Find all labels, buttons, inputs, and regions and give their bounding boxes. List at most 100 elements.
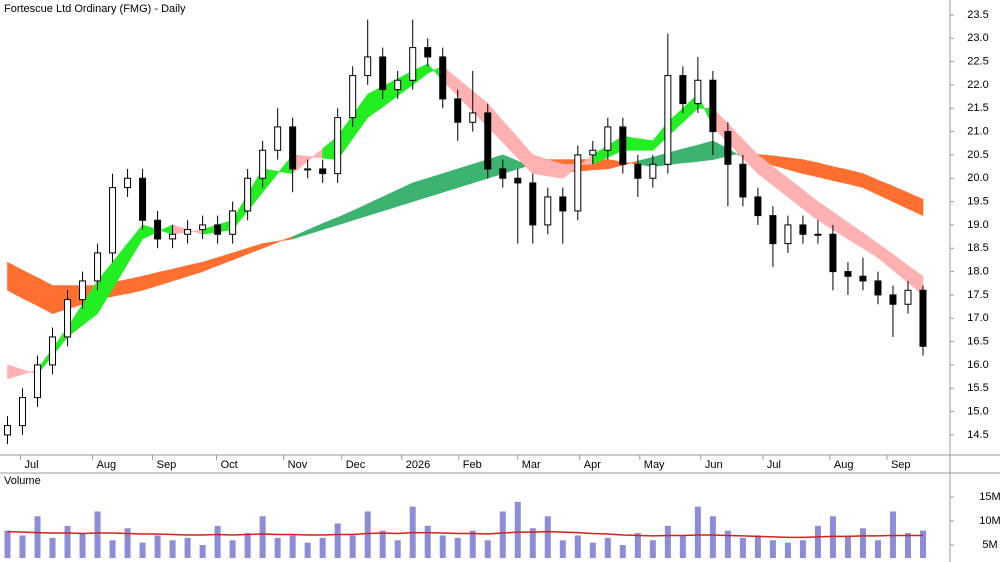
y-tick-label: 17.5: [967, 289, 988, 301]
y-tick-label: 15.0: [967, 406, 988, 418]
volume-bar: [679, 535, 686, 558]
ribbon-segment: [127, 275, 143, 294]
y-tick-label: 21.0: [967, 126, 988, 138]
volume-bar: [619, 545, 626, 558]
volume-bar: [304, 542, 311, 558]
volume-bar: [334, 523, 341, 558]
volume-bar: [769, 540, 776, 558]
volume-bar: [379, 530, 386, 558]
candle-body: [94, 252, 102, 282]
candle-body: [514, 177, 522, 184]
volume-bar: [214, 525, 221, 558]
volume-bar: [724, 530, 731, 558]
candle-body: [769, 215, 777, 245]
candle-body: [154, 219, 162, 240]
candle-body: [754, 196, 762, 217]
volume-bar: [604, 537, 611, 558]
volume-bar: [739, 537, 746, 558]
y-tick-label: 23.5: [967, 9, 988, 21]
x-tick-label: Apr: [584, 459, 601, 471]
y-tick-label: 22.5: [967, 56, 988, 68]
volume-bar: [349, 535, 356, 558]
chart-title: Fortescue Ltd Ordinary (FMG) - Daily: [4, 3, 186, 15]
volume-bar: [844, 535, 851, 558]
x-tick-label: Sep: [891, 459, 911, 471]
volume-bar: [709, 516, 716, 558]
candle-body: [469, 112, 477, 123]
volume-bar: [904, 533, 911, 558]
candle-body: [19, 397, 27, 427]
volume-tick-label: 15M: [979, 491, 1000, 503]
candle-body: [184, 229, 192, 235]
volume-bar: [754, 535, 761, 558]
volume-bar: [244, 533, 251, 558]
candle-body: [784, 224, 792, 245]
y-tick-label: 19.0: [967, 219, 988, 231]
volume-bar: [4, 530, 11, 558]
candle-body: [409, 47, 417, 81]
volume-bar: [124, 528, 131, 558]
x-tick-label: 2026: [406, 459, 430, 471]
volume-bar: [559, 540, 566, 558]
volume-bar: [634, 533, 641, 558]
volume-bar: [64, 525, 71, 558]
ribbon-segment: [907, 264, 924, 296]
volume-bar: [184, 537, 191, 558]
candle-body: [709, 79, 717, 133]
y-tick-label: 15.5: [967, 382, 988, 394]
x-tick-label: Nov: [288, 459, 308, 471]
candle-body: [484, 112, 492, 170]
candle-body: [724, 131, 732, 165]
candle-body: [829, 233, 837, 273]
candle-body: [634, 163, 642, 179]
candle-body: [499, 168, 507, 179]
volume-bar: [664, 525, 671, 558]
volume-bar: [94, 511, 101, 558]
y-tick-label: 18.5: [967, 242, 988, 254]
volume-bar: [814, 525, 821, 558]
volume-bar: [514, 501, 521, 558]
candle-body: [889, 294, 897, 305]
x-tick-label: Mar: [522, 459, 541, 471]
candle-body: [739, 163, 747, 198]
y-tick-label: 23.0: [967, 32, 988, 44]
volume-bar: [169, 540, 176, 558]
candle-body: [34, 364, 42, 399]
x-tick-label: Aug: [97, 459, 117, 471]
candle-body: [799, 224, 807, 235]
volume-pane: [4, 501, 926, 558]
y-tick-label: 14.5: [967, 429, 988, 441]
volume-bar: [694, 506, 701, 558]
candle-body: [904, 289, 912, 305]
candle-body: [319, 168, 327, 175]
y-tick-label: 19.5: [967, 196, 988, 208]
volume-bar: [79, 533, 86, 558]
candle-body: [334, 117, 342, 175]
x-tick-label: Jul: [767, 459, 781, 471]
volume-bar: [589, 542, 596, 558]
volume-bar: [859, 528, 866, 558]
y-tick-label: 20.0: [967, 172, 988, 184]
candle-body: [259, 149, 267, 179]
volume-bar: [394, 540, 401, 558]
candle-body: [289, 126, 297, 170]
volume-bar: [439, 535, 446, 558]
volume-bar: [469, 530, 476, 558]
candle-body: [304, 168, 312, 171]
volume-bar: [499, 511, 506, 558]
candle-body: [394, 79, 402, 91]
candle-body: [64, 299, 72, 338]
x-tick-label: Feb: [463, 459, 482, 471]
candle-body: [139, 177, 147, 221]
volume-bar: [109, 540, 116, 558]
volume-bar: [574, 535, 581, 558]
volume-tick-label: 5M: [982, 539, 997, 551]
candle-body: [664, 75, 672, 165]
y-tick-label: 22.0: [967, 79, 988, 91]
ribbon-segment: [637, 138, 654, 151]
volume-bar: [19, 535, 26, 558]
volume-bar: [49, 537, 56, 558]
y-tick-label: 18.0: [967, 266, 988, 278]
